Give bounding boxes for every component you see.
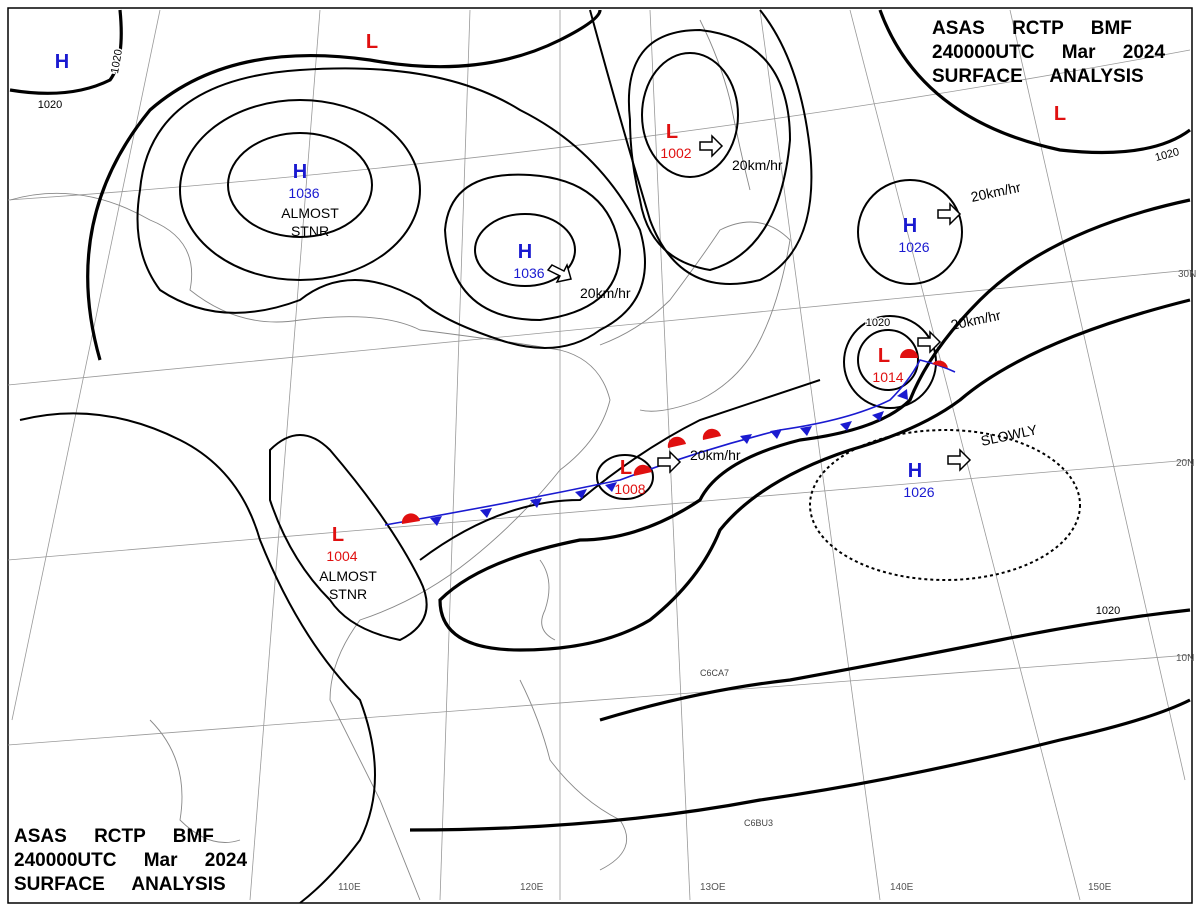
center-symbol: L xyxy=(620,457,632,479)
center-pressure: 1008 xyxy=(614,481,645,497)
center-pressure: 1002 xyxy=(660,145,691,161)
header-line: ASAS RCTP BMF xyxy=(932,18,1132,39)
latitude-label: 30N xyxy=(1178,269,1196,280)
latitude-label: 10N xyxy=(1176,653,1194,664)
center-pressure: 1014 xyxy=(872,369,903,385)
motion-label: 20km/hr xyxy=(732,157,783,173)
center-symbol: L xyxy=(1054,103,1066,125)
isobars xyxy=(9,9,1191,904)
center-symbol: L xyxy=(878,345,890,367)
isobar-label: 1020 xyxy=(1096,605,1120,617)
header-line: ASAS RCTP BMF xyxy=(14,826,214,847)
isobar-label: 1020 xyxy=(866,317,890,329)
header-line: SURFACE ANALYSIS xyxy=(14,874,226,895)
labels: ASAS RCTP BMF 240000UTC Mar 2024 SURFACE A… xyxy=(14,18,1196,895)
center-note: ALMOST STNR xyxy=(319,568,377,602)
isobar-label: 1020 xyxy=(109,48,125,74)
center-pressure: 1026 xyxy=(898,239,929,255)
motion-label: 20km/hr xyxy=(690,447,741,463)
center-symbol: L xyxy=(666,121,678,143)
header-line: 240000UTC Mar 2024 xyxy=(14,850,247,871)
center-symbol: L xyxy=(332,524,344,546)
center-symbol: H xyxy=(903,215,917,237)
longitude-label: 140E xyxy=(890,882,914,893)
center-pressure: 1004 xyxy=(326,548,357,564)
longitude-label: 150E xyxy=(1088,882,1112,893)
longitude-label: 120E xyxy=(520,882,544,893)
ship-label: C6BU3 xyxy=(744,818,773,828)
center-symbol: H xyxy=(518,241,532,263)
motion-arrows xyxy=(546,134,972,474)
longitude-label: 13OE xyxy=(700,882,726,893)
center-symbol: H xyxy=(908,460,922,482)
center-pressure: 1036 xyxy=(513,265,544,281)
center-symbol: H xyxy=(55,51,69,73)
center-symbol: L xyxy=(366,31,378,53)
longitude-label: 110E xyxy=(338,882,361,893)
latitude-label: 20N xyxy=(1176,458,1194,469)
center-pressure: 1036 xyxy=(288,185,319,201)
front xyxy=(384,349,956,526)
center-pressure: 1026 xyxy=(903,484,934,500)
ship-label: C6CA7 xyxy=(700,668,729,678)
center-symbol: H xyxy=(293,161,307,183)
isobar-label: 1020 xyxy=(38,99,62,111)
motion-label: 20km/hr xyxy=(580,285,631,301)
map-frame xyxy=(7,7,1193,904)
header-line: SURFACE ANALYSIS xyxy=(932,66,1144,87)
header-line: 240000UTC Mar 2024 xyxy=(932,42,1165,63)
coastlines xyxy=(9,19,791,901)
center-note: ALMOST STNR xyxy=(281,205,339,239)
